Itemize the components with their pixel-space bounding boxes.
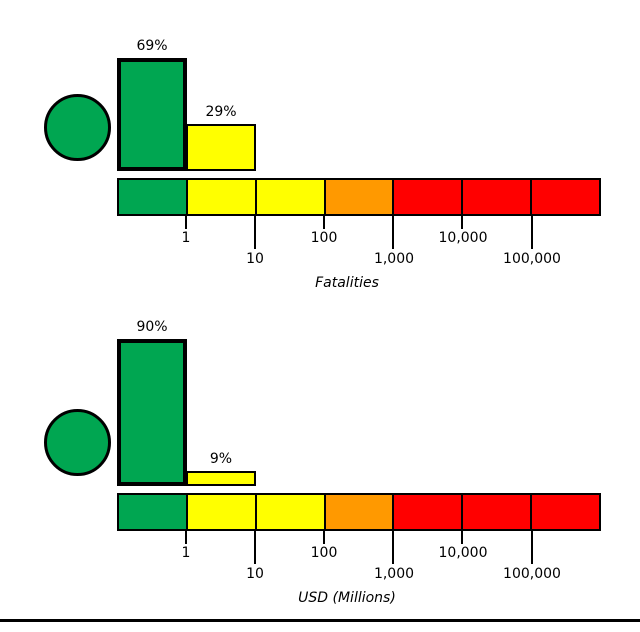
scale-segment [394,180,464,214]
bar-value-label: 69% [136,38,168,55]
tick-label: 100,000 [503,251,561,267]
scale-segment [187,495,257,529]
scale-segment [256,495,326,529]
alert-level-circle [44,94,111,161]
tick-label: 1 [181,545,191,561]
probability-bar [186,123,256,171]
axis-label: Fatalities [315,275,379,291]
bottom-divider [0,619,640,622]
axis-tick [254,531,256,564]
probability-bar [186,471,256,486]
axis-tick [392,531,394,564]
tick-label: 10 [246,566,264,582]
tick-label: 1 [181,230,191,246]
bar-value-label: 90% [136,319,168,336]
scale-segment [325,495,395,529]
axis-tick [531,531,533,564]
tick-label: 10 [246,251,264,267]
axis-tick [185,216,187,229]
histogram-bar-group: 29% [186,104,256,171]
scale-segment [119,180,188,214]
histogram-bar-group: 9% [186,451,256,486]
scale-segment [187,180,257,214]
axis-tick [323,531,325,544]
axis-tick [185,531,187,544]
probability-bar [117,58,187,171]
scale-segment [532,495,600,529]
tick-label: 1,000 [373,251,415,267]
scale-segment [325,180,395,214]
color-scale [117,493,601,531]
axis-tick [323,216,325,229]
scale-segment [119,495,188,529]
scale-segment [256,180,326,214]
tick-label: 100 [310,230,338,246]
scale-segment [394,495,464,529]
histogram-bar-group: 90% [117,319,187,486]
histogram-bar-group: 69% [117,38,187,171]
axis-tick [254,216,256,249]
chart-usd-millions: 90% 9% 1 10 100 1,000 10,000 100,000 USD… [0,315,640,630]
chart-fatalities: 69% 29% 1 10 100 1,000 10,000 100,000 Fa… [0,0,640,315]
axis-tick [461,531,463,544]
axis-tick [392,216,394,249]
bar-value-label: 29% [205,103,237,120]
tick-label: 100,000 [503,566,561,582]
bar-value-label: 9% [209,451,233,468]
scale-segment [463,180,533,214]
scale-segment [463,495,533,529]
axis-tick [531,216,533,249]
scale-segment [532,180,600,214]
tick-label: 100 [310,545,338,561]
color-scale [117,178,601,216]
tick-label: 1,000 [373,566,415,582]
alert-level-circle [44,409,111,476]
tick-label: 10,000 [438,230,488,246]
probability-bar [117,339,187,486]
tick-label: 10,000 [438,545,488,561]
axis-tick [461,216,463,229]
axis-label: USD (Millions) [298,590,396,606]
